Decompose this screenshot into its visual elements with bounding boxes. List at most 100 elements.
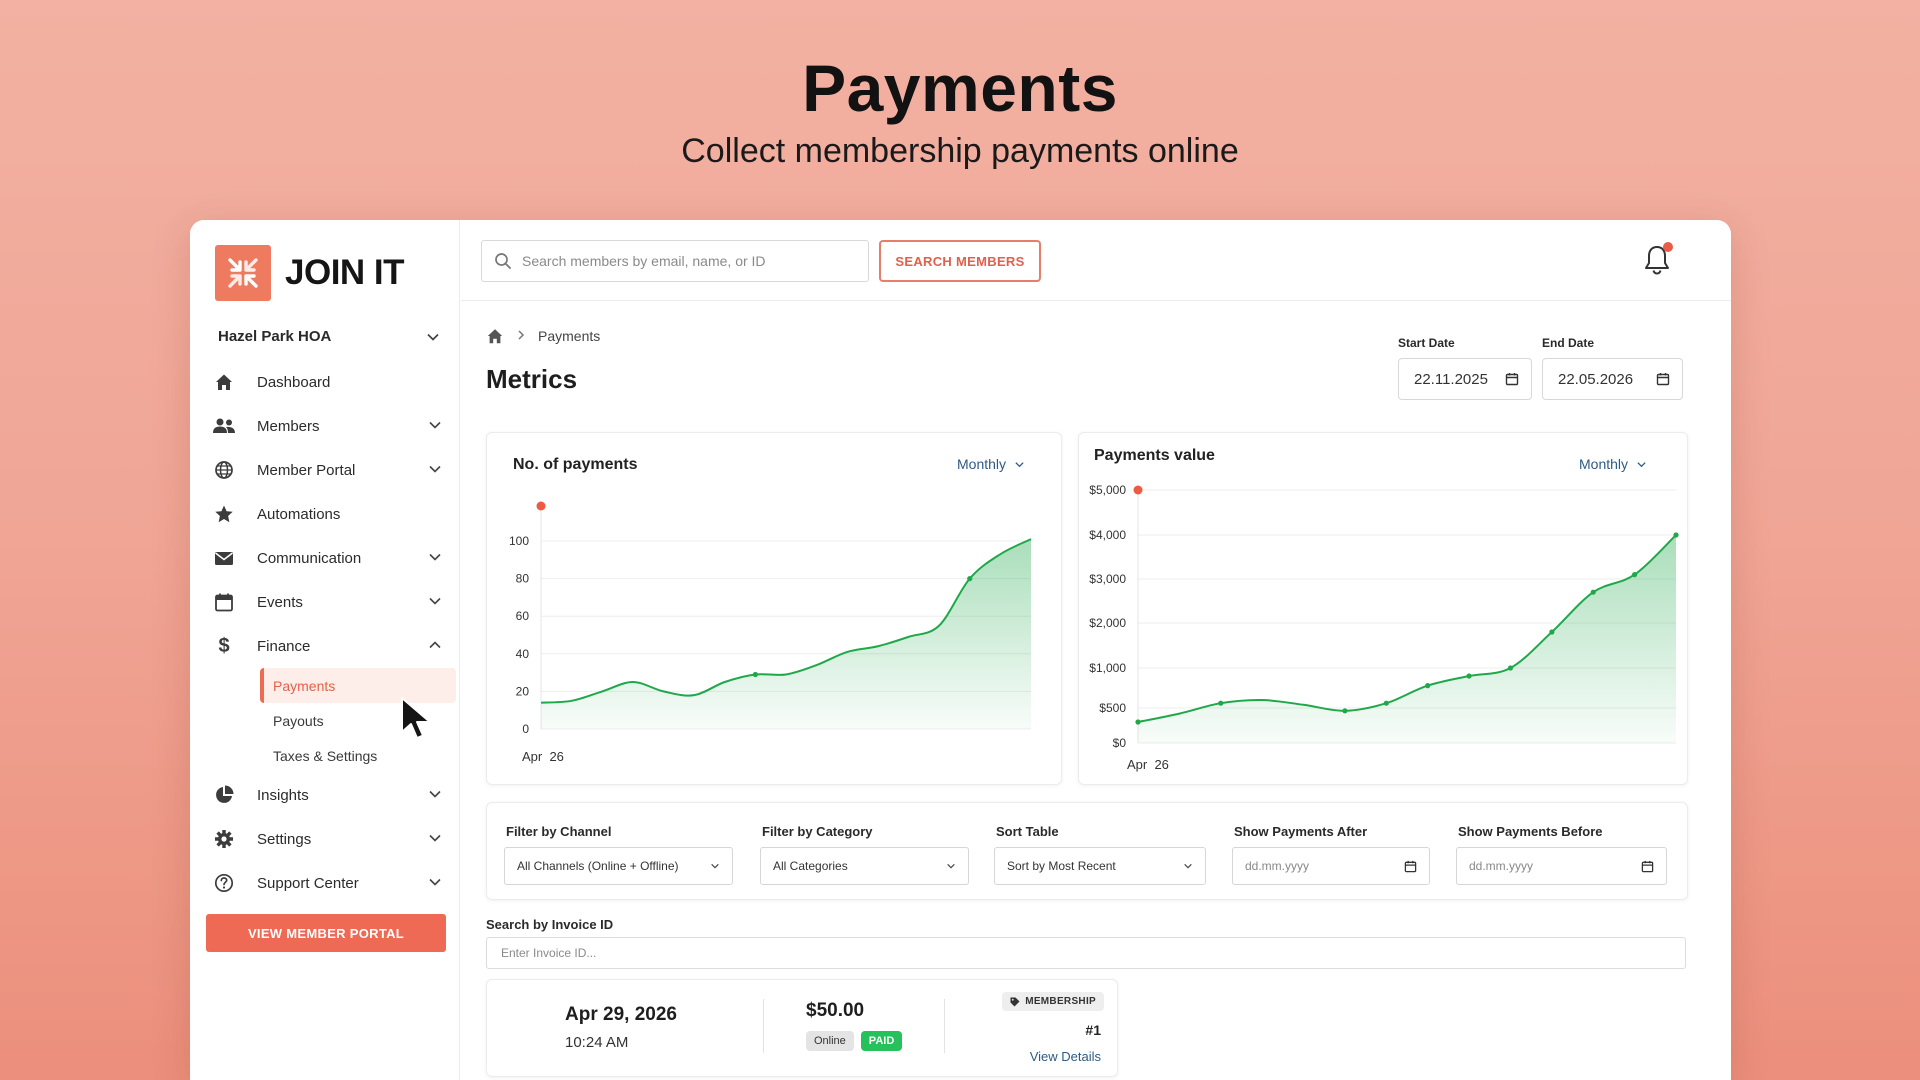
category-label: MEMBERSHIP [1025,996,1096,1007]
search-box [481,240,869,282]
divider [763,999,764,1053]
view-details-link[interactable]: View Details [1029,1049,1101,1064]
sidebar-item-members[interactable]: Members [210,404,442,448]
data-point [752,671,758,678]
filter-channel-select[interactable]: All Channels (Online + Offline) [504,847,733,885]
sidebar-item-dashboard[interactable]: Dashboard [210,360,442,404]
end-date-value: 22.05.2026 [1558,370,1634,388]
mouse-cursor-icon [401,697,431,739]
payment-amount: $50.00 [806,1000,865,1021]
chevron-down-icon [1637,461,1646,467]
notifications-button[interactable] [1643,242,1673,281]
payments-value-title: Payments value [1094,447,1215,464]
y-tick-label: 60 [516,609,530,623]
data-point [1590,589,1596,595]
search-icon [495,253,511,269]
sidebar-item-communication[interactable]: Communication [210,536,442,580]
sidebar-item-label: Finance [257,637,311,655]
sort-table-select[interactable]: Sort by Most Recent [994,847,1206,885]
sidebar-subitem-payments[interactable]: Payments [260,668,456,703]
chevron-down-icon [1015,461,1024,467]
calendar-icon [1404,860,1417,872]
logo-mark-icon [215,245,271,301]
data-point [1632,572,1638,578]
data-point [1342,708,1348,714]
axis-marker [536,501,546,511]
data-point [1383,700,1389,706]
filter-category-select[interactable]: All Categories [760,847,969,885]
breadcrumb-current: Payments [538,328,601,344]
chevron-down-icon [429,597,441,605]
y-tick-label: 40 [516,647,530,661]
payments-value-period-select[interactable]: Monthly [1579,456,1647,472]
chevron-down-icon [947,863,955,869]
home-icon[interactable] [486,327,504,345]
filters-card: Filter by Channel All Channels (Online +… [486,802,1688,900]
chevron-down-icon [429,790,441,798]
sidebar-item-member-portal[interactable]: Member Portal [210,448,442,492]
payment-row[interactable]: Apr 29, 2026 10:24 AM $50.00 Online PAID… [486,979,1118,1077]
payments-after-input[interactable]: dd.mm.yyyy [1232,847,1430,885]
y-tick-label: $500 [1099,701,1126,715]
org-selector[interactable]: Hazel Park HOA [218,328,440,345]
chevron-down-icon [429,834,441,842]
sort-table-label: Sort Table [996,824,1059,839]
sidebar-subitem-payouts[interactable]: Payouts [273,712,324,729]
y-tick-label: 100 [509,534,529,548]
notification-badge [1663,242,1673,252]
chevron-down-icon [429,878,441,886]
sidebar-item-label: Automations [257,505,341,523]
chevron-down-icon [429,465,441,473]
sidebar-item-insights[interactable]: Insights [210,773,442,817]
chevron-right-icon [516,328,526,344]
main-content: Payments Metrics Start Date 22.11.2025 E… [461,302,1731,1080]
sidebar-item-automations[interactable]: Automations [210,492,442,536]
payments-count-period-select[interactable]: Monthly [957,456,1025,472]
payments-before-label: Show Payments Before [1458,824,1603,839]
area-fill [1138,535,1676,743]
axis-marker [1133,485,1143,495]
payments-before-input[interactable]: dd.mm.yyyy [1456,847,1667,885]
y-tick-label: 20 [516,684,530,698]
search-input[interactable] [522,253,842,269]
data-point [1673,532,1679,538]
end-date-label: End Date [1542,336,1595,350]
view-member-portal-button[interactable]: VIEW MEMBER PORTAL [206,914,446,952]
sidebar-item-settings[interactable]: Settings [210,817,442,861]
sidebar-subitem-taxes-settings[interactable]: Taxes & Settings [273,747,378,764]
invoice-search-input[interactable] [486,937,1686,969]
series-line [540,538,1032,704]
sidebar-item-label: Settings [257,830,312,848]
sidebar-item-support-center[interactable]: Support Center [210,861,442,905]
category-tag: MEMBERSHIP [1002,992,1104,1012]
chevron-down-icon [427,333,439,341]
y-tick-label: $0 [1113,736,1127,750]
start-date-input[interactable]: 22.11.2025 [1398,358,1532,400]
data-point [1135,719,1141,725]
period-label: Monthly [957,456,1007,472]
y-tick-label: $5,000 [1089,483,1126,497]
search-members-button[interactable]: SEARCH MEMBERS [879,240,1041,282]
sidebar-item-label: Events [257,593,303,611]
topbar: SEARCH MEMBERS [461,220,1731,301]
filter-category-value: All Categories [773,859,848,873]
y-tick-label: $2,000 [1089,616,1126,630]
sidebar-item-events[interactable]: Events [210,580,442,624]
x-axis-label: Apr 26 [522,749,564,764]
payment-number: #1 [1085,1022,1101,1038]
payment-time: 10:24 AM [565,1034,629,1051]
logo[interactable]: JOIN IT [215,245,405,301]
end-date-input[interactable]: 22.05.2026 [1542,358,1683,400]
sidebar-item-finance[interactable]: $ Finance [210,624,442,668]
star-icon [212,502,236,526]
payments-after-label: Show Payments After [1234,824,1368,839]
dollar-icon: $ [218,634,230,657]
y-tick-label: $1,000 [1089,661,1126,675]
calendar-icon [1641,860,1654,872]
bell-icon [1645,246,1669,275]
sidebar-item-label: Communication [257,549,362,567]
channel-badge: Online [806,1031,854,1051]
data-point [1218,700,1224,706]
chevron-down-icon [429,421,441,429]
calendar-icon [212,590,236,614]
